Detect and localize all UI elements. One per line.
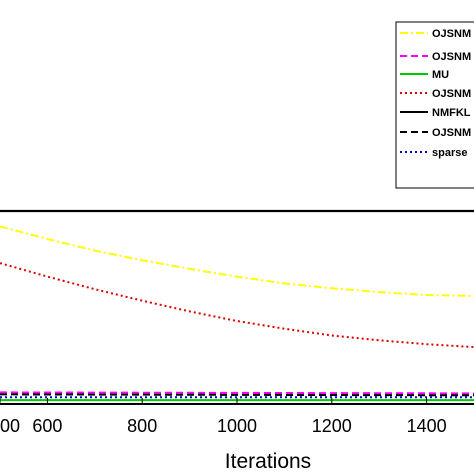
legend: OJSNM OJSNM MU OJSNM NMFKL OJSNM sparse (395, 21, 474, 189)
x-tick-label: 00 (0, 416, 20, 436)
series-line-0 (0, 225, 474, 297)
legend-label-6: sparse (432, 147, 467, 159)
x-tick-label: 600 (32, 416, 62, 436)
series-line-5 (0, 393, 474, 397)
x-axis-title: Iterations (225, 450, 311, 473)
x-axis-ticks: 00 600 800 1000 1200 1400 (0, 398, 447, 436)
series-line-3 (0, 262, 474, 349)
legend-label-4: NMFKL (432, 107, 471, 119)
series-line-1 (0, 391, 474, 395)
legend-label-3: OJSNM (432, 88, 471, 100)
legend-label-0: OJSNM (432, 28, 471, 40)
legend-label-1: OJSNM (432, 51, 471, 63)
x-tick-label: 1000 (217, 416, 257, 436)
plot-lines (0, 209, 474, 402)
x-tick-label: 1200 (312, 416, 352, 436)
x-tick-label: 800 (127, 416, 157, 436)
legend-label-5: OJSNM (432, 127, 471, 139)
legend-box (395, 21, 474, 189)
x-tick-label: 1400 (407, 416, 447, 436)
legend-label-2: MU (432, 69, 449, 81)
